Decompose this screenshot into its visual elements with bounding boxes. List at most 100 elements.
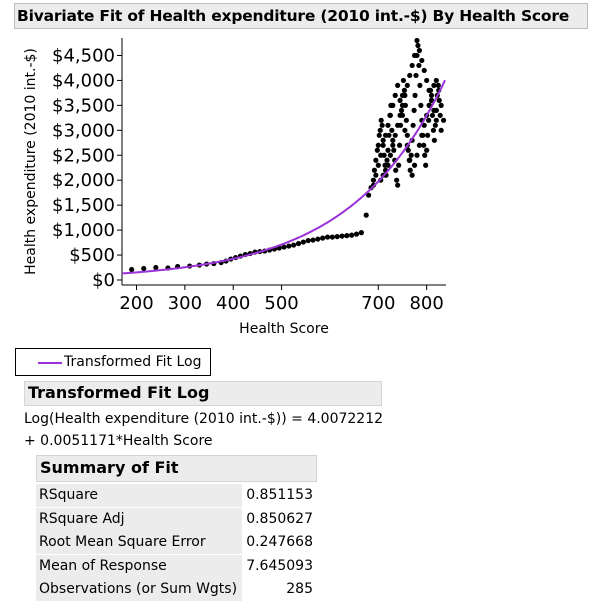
stat-label: Mean of Response xyxy=(36,554,242,578)
x-tick-label: 700 xyxy=(361,293,395,314)
data-point xyxy=(416,47,423,54)
data-point xyxy=(380,137,386,143)
data-point xyxy=(414,37,420,44)
report-title: Bivariate Fit of Health expenditure (201… xyxy=(17,7,570,25)
data-point xyxy=(349,232,355,238)
data-point xyxy=(412,92,418,98)
fit-equation-line-1: Log(Health expenditure (2010 int.-$)) = … xyxy=(24,411,384,427)
y-tick-label: $3,500 xyxy=(52,95,115,116)
data-point xyxy=(394,177,400,183)
data-point xyxy=(389,127,395,133)
table-row: Observations (or Sum Wgts) 285 xyxy=(36,578,317,602)
data-point xyxy=(404,132,410,138)
data-point xyxy=(376,132,382,138)
data-point xyxy=(416,62,422,69)
data-point xyxy=(422,152,428,158)
x-tick-label: 800 xyxy=(409,293,443,314)
y-tick-label: $1,500 xyxy=(52,195,115,216)
legend-line-swatch xyxy=(38,362,62,364)
data-point xyxy=(413,72,419,79)
data-point xyxy=(390,137,396,143)
x-tick-label: 300 xyxy=(168,293,202,314)
data-point xyxy=(385,147,391,153)
data-point xyxy=(426,87,432,93)
data-point xyxy=(374,147,380,153)
legend-label: Transformed Fit Log xyxy=(64,354,202,370)
data-point xyxy=(424,77,430,84)
data-point xyxy=(286,243,292,249)
data-point xyxy=(423,162,429,168)
data-point xyxy=(320,235,326,241)
stat-value: 0.850627 xyxy=(246,510,313,527)
data-point xyxy=(392,92,398,98)
data-point xyxy=(324,234,331,240)
data-point xyxy=(424,147,430,153)
table-row: RSquare Adj 0.850627 xyxy=(36,507,317,532)
data-point xyxy=(421,122,427,128)
data-point xyxy=(411,107,417,113)
data-point xyxy=(409,62,415,69)
transformed-fit-heading[interactable]: Transformed Fit Log xyxy=(24,381,382,406)
data-point xyxy=(405,147,411,153)
y-tick-label: $4,000 xyxy=(52,70,115,91)
data-point xyxy=(417,82,423,89)
data-point xyxy=(396,142,403,148)
data-point xyxy=(398,107,405,113)
data-point xyxy=(396,162,402,168)
data-point xyxy=(428,97,435,103)
data-point xyxy=(373,172,379,178)
x-tick-label: 500 xyxy=(264,293,298,314)
data-point xyxy=(315,236,321,242)
data-point xyxy=(375,162,381,168)
data-point xyxy=(421,67,427,74)
data-point xyxy=(407,157,413,163)
data-point xyxy=(384,157,390,163)
summary-of-fit-heading[interactable]: Summary of Fit xyxy=(36,455,317,482)
data-point xyxy=(403,117,409,123)
data-point xyxy=(410,122,416,128)
y-axis-title: Health expenditure (2010 int.-$) xyxy=(23,48,39,275)
transformed-fit-title: Transformed Fit Log xyxy=(28,383,210,402)
data-point xyxy=(433,77,439,84)
x-axis-title: Health Score xyxy=(239,321,329,337)
data-point xyxy=(366,192,372,198)
data-point xyxy=(440,117,447,123)
data-point xyxy=(393,167,399,173)
data-point xyxy=(429,112,436,118)
report-title-bar[interactable]: Bivariate Fit of Health expenditure (201… xyxy=(14,3,588,29)
data-point xyxy=(407,167,413,173)
data-point xyxy=(414,152,420,158)
bivariate-scatter-plot[interactable]: $0 $500 $1,000 $1,500 $2,000 $2,500 $3,000 $3,5… xyxy=(0,30,460,345)
y-tick-label: $4,500 xyxy=(52,45,115,66)
data-point xyxy=(431,82,437,89)
data-point xyxy=(377,127,383,133)
data-point xyxy=(415,42,421,49)
data-point xyxy=(399,102,406,108)
data-point xyxy=(407,72,413,79)
data-point xyxy=(329,234,335,240)
data-point xyxy=(419,132,425,138)
data-point xyxy=(353,231,360,237)
data-point xyxy=(385,162,391,168)
stat-value: 0.851153 xyxy=(246,487,313,503)
y-tick-label: $0 xyxy=(92,270,115,291)
data-point xyxy=(141,265,147,272)
data-point xyxy=(334,233,340,240)
data-point xyxy=(428,92,435,98)
stat-label: RSquare xyxy=(36,484,242,507)
stat-value: 285 xyxy=(286,581,313,598)
data-point xyxy=(153,264,159,271)
data-point xyxy=(433,117,439,123)
data-point xyxy=(431,137,437,143)
data-point xyxy=(390,102,396,108)
summary-of-fit-table: RSquare 0.851153 RSquare Adj 0.850627 Ro… xyxy=(36,484,317,602)
data-point xyxy=(395,82,401,89)
fit-legend[interactable]: Transformed Fit Log xyxy=(15,348,211,376)
data-point xyxy=(358,230,364,236)
data-point xyxy=(411,52,418,59)
data-point xyxy=(409,172,415,178)
data-point xyxy=(402,92,408,98)
data-point xyxy=(436,97,442,103)
data-point xyxy=(425,117,432,123)
data-point xyxy=(416,142,423,148)
